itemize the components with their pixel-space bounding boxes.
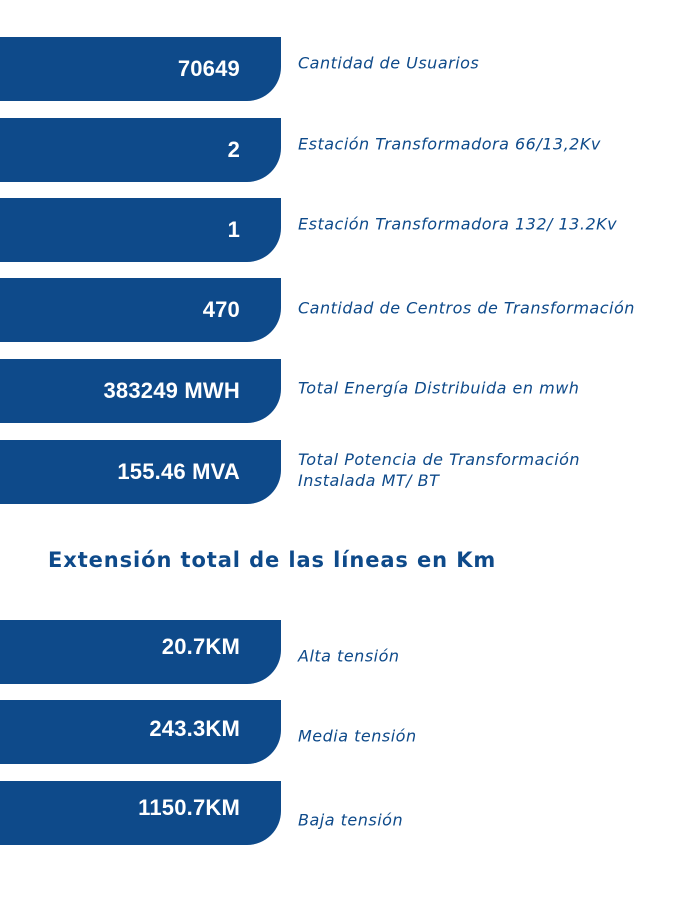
stat-label-line: Total Potencia de Transformación	[298, 450, 581, 469]
stat-value-block: 383249 MWH	[0, 359, 281, 423]
stat-row-centros: 470 Cantidad de Centros de Transformació…	[0, 278, 700, 342]
line-value: 20.7KM	[161, 634, 240, 659]
line-row-baja: 1150.7KM Baja tensión	[0, 781, 700, 845]
stat-label: Cantidad de Centros de Transformación	[298, 298, 635, 318]
stat-value-block: 2	[0, 118, 281, 182]
line-row-media: 243.3KM Media tensión	[0, 700, 700, 764]
stat-value-block: 70649	[0, 37, 281, 101]
stat-row-usuarios: 70649 Cantidad de Usuarios	[0, 37, 700, 101]
line-value: 1150.7KM	[138, 795, 240, 820]
stat-value: 70649	[177, 56, 240, 81]
line-value-block: 243.3KM	[0, 700, 281, 764]
stat-label: Estación Transformadora 132/ 13.2Kv	[298, 214, 618, 234]
line-label: Alta tensión	[298, 646, 400, 666]
stat-row-energia: 383249 MWH Total Energía Distribuida en …	[0, 359, 700, 423]
stat-value: 155.46 MVA	[117, 459, 240, 484]
stat-value: 2	[227, 137, 240, 162]
stat-label: Total Potencia de Transformación Instala…	[298, 449, 688, 491]
line-row-alta: 20.7KM Alta tensión	[0, 620, 700, 684]
stat-row-potencia: 155.46 MVA Total Potencia de Transformac…	[0, 440, 700, 504]
stat-value: 383249 MWH	[103, 378, 240, 403]
stat-value: 1	[227, 217, 240, 242]
stat-value-block: 155.46 MVA	[0, 440, 281, 504]
section-title: Extensión total de las líneas en Km	[48, 548, 497, 572]
line-label: Baja tensión	[298, 810, 404, 830]
stat-row-estacion-132: 1 Estación Transformadora 132/ 13.2Kv	[0, 198, 700, 262]
stat-label-line: Instalada MT/ BT	[298, 471, 440, 490]
line-value-block: 1150.7KM	[0, 781, 281, 845]
stat-value-block: 1	[0, 198, 281, 262]
line-label: Media tensión	[298, 726, 417, 746]
stat-label: Estación Transformadora 66/13,2Kv	[298, 134, 601, 154]
line-value-block: 20.7KM	[0, 620, 281, 684]
stat-label: Cantidad de Usuarios	[298, 53, 480, 73]
stat-row-estacion-66: 2 Estación Transformadora 66/13,2Kv	[0, 118, 700, 182]
stat-label: Total Energía Distribuida en mwh	[298, 378, 580, 398]
line-value: 243.3KM	[149, 716, 240, 741]
stat-value: 470	[202, 297, 240, 322]
stat-value-block: 470	[0, 278, 281, 342]
